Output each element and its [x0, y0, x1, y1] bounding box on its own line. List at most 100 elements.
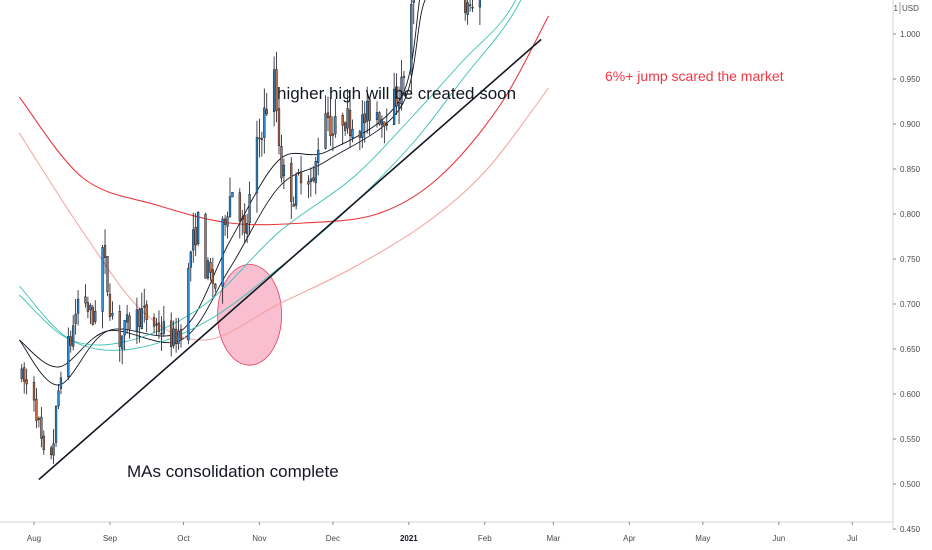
candle-body: [86, 302, 90, 312]
candle-body: [466, 2, 469, 15]
candle-body: [297, 172, 300, 174]
candle-body: [410, 4, 413, 75]
candle-body: [231, 192, 234, 198]
candle-body: [351, 129, 354, 138]
x-tick-label: Oct: [177, 534, 190, 543]
candle-body: [177, 330, 180, 344]
annotation-jump: 6%+ jump scared the market: [605, 68, 784, 84]
candle-body: [307, 181, 310, 185]
x-tick-label: Feb: [478, 534, 492, 543]
drawing-shapes: [217, 263, 282, 366]
candle-body: [226, 216, 229, 227]
candle-body: [380, 119, 384, 126]
y-tick-label: 0.750: [900, 255, 921, 264]
candle-body: [312, 177, 315, 181]
y-tick-label-partial: 1: [894, 4, 899, 13]
candle-body: [138, 309, 141, 327]
candle-body: [91, 307, 94, 325]
candle-body: [37, 418, 41, 420]
candle-body: [246, 223, 249, 234]
candle-body: [314, 160, 317, 184]
candle-body: [174, 328, 178, 345]
candle-body: [228, 196, 232, 217]
x-tick-label: Jul: [847, 534, 857, 543]
candle-body: [223, 218, 227, 225]
candle-body: [385, 123, 388, 126]
candle-body: [42, 435, 45, 450]
candle-body: [341, 114, 344, 126]
candle-body: [125, 314, 129, 323]
y-tick-label: 1.000: [900, 30, 921, 39]
candle-body: [69, 336, 72, 346]
candle-body: [258, 137, 261, 140]
candle-body: [348, 109, 352, 136]
candle-body: [89, 304, 92, 311]
candle-body: [25, 379, 28, 385]
annotation-higher-high: higher high will be created soon: [277, 84, 517, 103]
candle-body: [121, 335, 124, 349]
moving-averages: [18, 0, 549, 386]
price-axis[interactable]: 0.450 0.500 0.550 0.600 0.650 0.700 0.750 0.800…: [892, 0, 921, 534]
y-tick-label: 0.800: [900, 210, 921, 219]
candle-body: [101, 247, 104, 312]
candle-body: [140, 307, 143, 329]
candle-body: [135, 309, 139, 332]
candle-body: [59, 377, 63, 389]
x-tick-label: Dec: [326, 534, 340, 543]
candle-body: [402, 75, 406, 78]
x-tick-label: Aug: [27, 534, 41, 543]
candle-body: [366, 100, 369, 122]
y-tick-label: 0.500: [900, 480, 921, 489]
ma_black_short: [18, 0, 420, 386]
candle-body: [263, 107, 266, 138]
support-trendline: [38, 38, 542, 481]
candle-body: [72, 325, 75, 347]
candle-body: [74, 313, 77, 324]
y-tick-label: 0.950: [900, 75, 921, 84]
candle-body: [378, 112, 381, 125]
candle-body: [309, 178, 312, 182]
candle-body: [326, 112, 330, 119]
x-tick-label: Mar: [547, 534, 561, 543]
candle-body: [241, 217, 244, 220]
candle-body: [57, 390, 60, 407]
candle-body: [393, 88, 396, 125]
candle-body: [468, 4, 472, 7]
annotation-mas-consolidation: MAs consolidation complete: [127, 462, 339, 481]
candle-body: [344, 122, 347, 131]
candle-body: [128, 315, 131, 330]
candle-body: [280, 146, 283, 179]
time-axis[interactable]: Aug Sep Oct Nov Dec 2021 Feb Mar Apr May Jun Jul: [0, 521, 893, 543]
candle-body: [40, 416, 43, 439]
y-tick-label: 0.900: [900, 120, 921, 129]
candle-body: [108, 293, 112, 318]
candle-body: [143, 305, 146, 308]
candle-body: [290, 162, 293, 202]
x-tick-label: Apr: [623, 534, 636, 543]
candle-body: [334, 116, 337, 135]
candlesticks: [20, 0, 482, 464]
candle-body: [84, 296, 87, 304]
x-tick-label: Sep: [103, 534, 118, 543]
candle-body: [221, 218, 224, 287]
candle-body: [243, 215, 246, 234]
y-tick-label: 0.650: [900, 345, 921, 354]
candle-body: [162, 321, 165, 334]
candle-body: [54, 405, 58, 443]
candle-body: [282, 164, 286, 177]
candle-body: [103, 245, 107, 258]
candle-body: [363, 113, 366, 124]
candle-body: [375, 112, 379, 120]
candle-body: [50, 447, 53, 456]
candle-body: [464, 0, 467, 13]
candle-body: [206, 260, 210, 279]
candle-body: [67, 335, 70, 378]
candle-body: [106, 255, 109, 293]
candle-body: [155, 323, 158, 326]
candle-body: [20, 368, 23, 379]
candle-body: [94, 310, 97, 322]
candle-body: [361, 114, 364, 138]
candle-body: [478, 0, 482, 8]
candle-body: [329, 115, 332, 136]
